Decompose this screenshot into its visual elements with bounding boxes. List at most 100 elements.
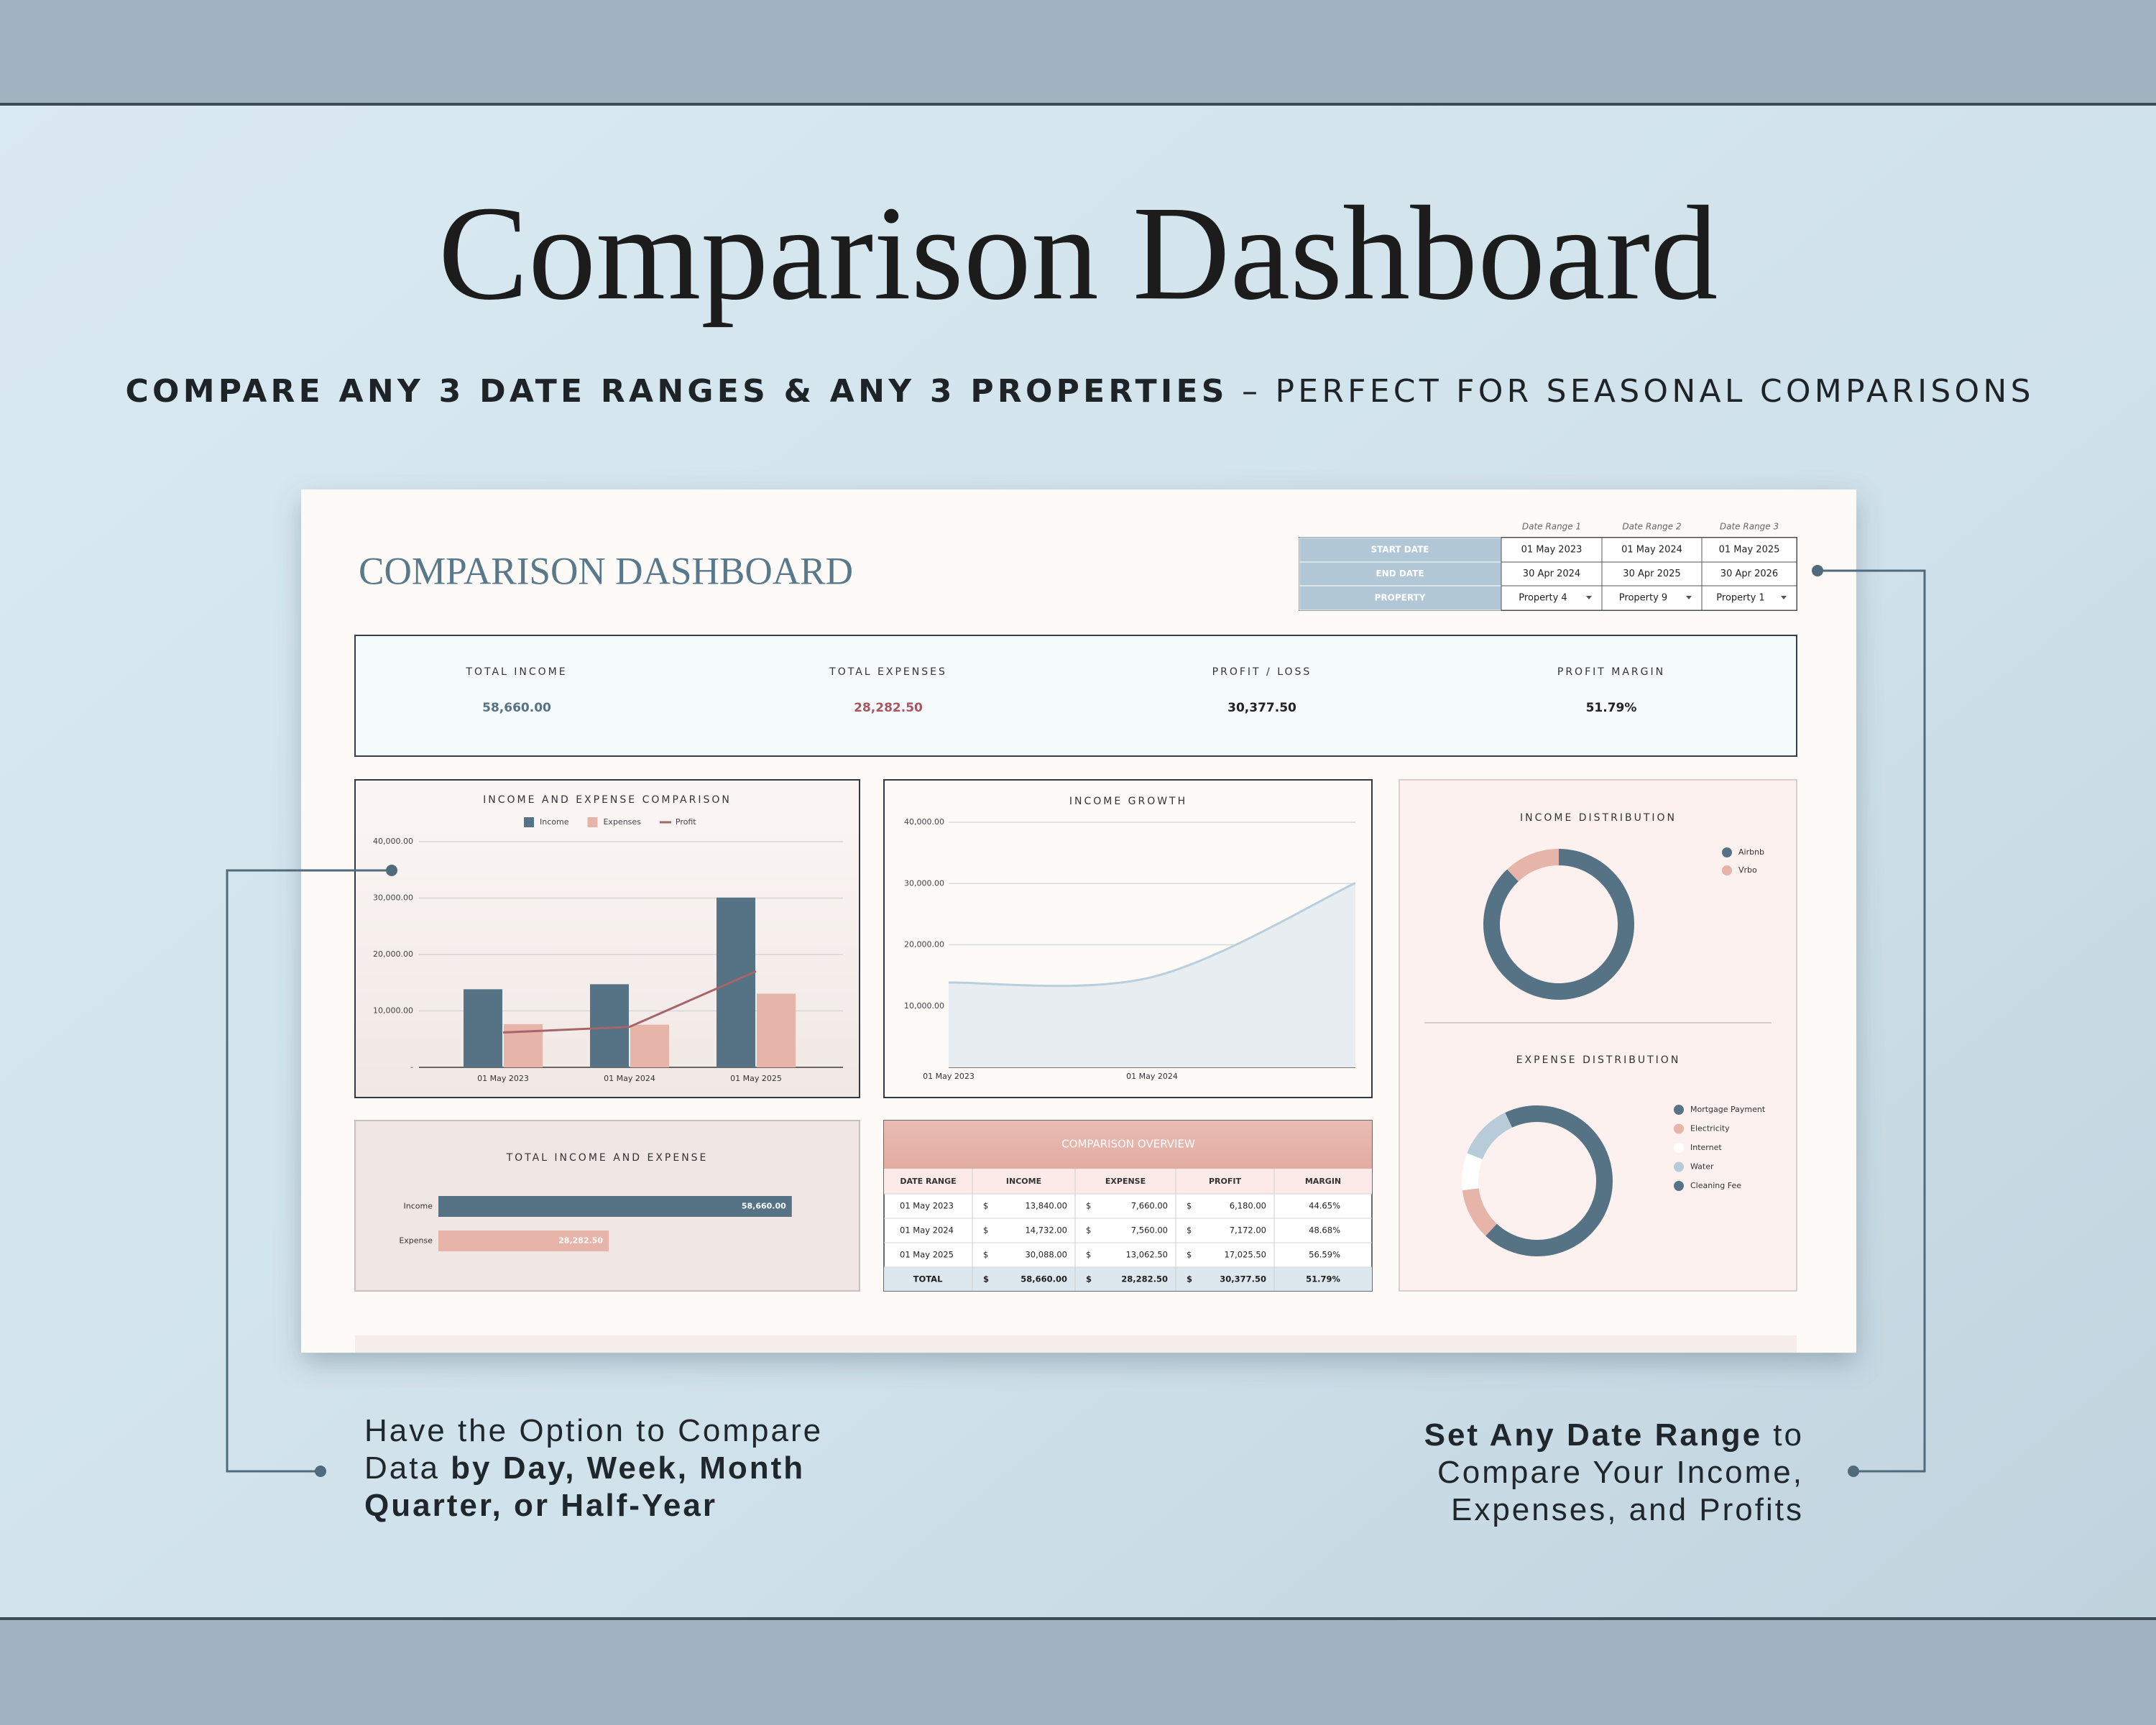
column-header: DATE RANGE [900, 1177, 956, 1186]
currency-symbol: $ [1187, 1201, 1192, 1211]
dropdown-arrow[interactable] [1686, 596, 1692, 599]
subtitle-part: – PERFECT FOR SEASONAL COMPARISONS [1228, 373, 2031, 410]
callout-connector [226, 869, 392, 1473]
x-tick-label: 01 May 2023 [477, 1074, 529, 1083]
date-label-cell [1299, 537, 1502, 563]
kpi-box [354, 635, 1797, 757]
callout-segment: to [1762, 1417, 1804, 1453]
category-label: Income [404, 1202, 433, 1211]
callout-segment: Set Any Date Range [1424, 1417, 1762, 1453]
cell-text: 01 May 2025 [900, 1250, 954, 1260]
cell-number: 6,180.00 [1230, 1201, 1266, 1211]
bar [590, 984, 629, 1067]
cell-number: 17,025.50 [1224, 1250, 1266, 1260]
y-tick-label: 30,000.00 [373, 893, 413, 903]
chart-title: INCOME DISTRIBUTION [1520, 812, 1677, 824]
subtitle: COMPARE ANY 3 DATE RANGES & ANY 3 PROPER… [125, 373, 2030, 410]
x-tick-label: 01 May 2023 [923, 1072, 975, 1081]
donut-slice [1467, 1112, 1513, 1159]
kpi-value: 30,377.50 [1227, 701, 1296, 715]
y-tick-label: 20,000.00 [904, 940, 944, 949]
currency-symbol: $ [983, 1201, 988, 1211]
property-dropdown[interactable] [1501, 585, 1603, 611]
kpi-value: 28,282.50 [854, 701, 923, 715]
dashboard-footer-strip [355, 1335, 1797, 1353]
overview-total-bg [884, 1267, 1372, 1291]
date-range-header: Date Range 2 [1622, 522, 1681, 532]
dashboard-title: COMPARISON DASHBOARD [359, 549, 853, 592]
kpi-label: TOTAL INCOME [465, 666, 567, 678]
currency-symbol: $ [1086, 1225, 1091, 1236]
cell-number: 28,282.50 [1121, 1274, 1168, 1284]
donut-slice [1507, 849, 1559, 882]
dropdown-arrow[interactable] [1586, 596, 1592, 599]
column-header: INCOME [1006, 1177, 1041, 1186]
property-value[interactable]: Property 9 [1619, 593, 1667, 604]
date-value: 30 Apr 2025 [1623, 569, 1680, 579]
date-range-header: Date Range 3 [1720, 522, 1779, 532]
x-tick-label: 01 May 2024 [604, 1074, 655, 1083]
property-value[interactable]: Property 4 [1519, 593, 1567, 604]
callout-segment: Have the Option to Compare [364, 1413, 823, 1448]
callout-segment: Expenses, and Profits [1451, 1492, 1804, 1527]
donut-slice [1505, 1105, 1537, 1128]
y-tick-label: - [410, 1062, 413, 1072]
currency-symbol: $ [1086, 1274, 1092, 1284]
property-value[interactable]: Property 1 [1716, 593, 1764, 604]
callout-dot [1848, 1466, 1859, 1477]
legend-label: Water [1690, 1162, 1714, 1172]
legend-swatch [587, 817, 598, 827]
cell-number: 56.59% [1309, 1250, 1340, 1260]
currency-symbol: $ [983, 1250, 988, 1260]
callout-dot [1812, 565, 1823, 576]
column-header: EXPENSE [1105, 1177, 1146, 1186]
currency-symbol: $ [1187, 1274, 1192, 1284]
chart-title: EXPENSE DISTRIBUTION [1516, 1054, 1681, 1066]
callout-dot [315, 1466, 326, 1477]
category-label: Expense [399, 1236, 433, 1246]
date-label: START DATE [1371, 545, 1429, 555]
legend-dot [1674, 1143, 1684, 1153]
overview-header [884, 1121, 1372, 1169]
legend-dot [1674, 1162, 1684, 1172]
bar [438, 1196, 792, 1217]
cell-text: TOTAL [913, 1274, 943, 1284]
date-value: 30 Apr 2026 [1720, 569, 1778, 579]
property-dropdown[interactable] [1701, 585, 1797, 611]
currency-symbol: $ [1086, 1201, 1091, 1211]
callout-segment: Quarter, or Half-Year [364, 1488, 717, 1523]
legend-label: Internet [1690, 1143, 1722, 1152]
bar [630, 1024, 669, 1067]
cell-number: 13,840.00 [1025, 1201, 1067, 1211]
cell-number: 7,172.00 [1230, 1225, 1266, 1236]
legend-label: Airbnb [1738, 847, 1764, 857]
subtitle-part: COMPARE ANY 3 DATE RANGES & ANY 3 PROPER… [125, 373, 1224, 410]
callout-text: Expenses, and Profits [1451, 1492, 1804, 1527]
date-value: 01 May 2024 [1621, 545, 1682, 556]
y-tick-label: 30,000.00 [904, 878, 944, 888]
currency-symbol: $ [983, 1225, 988, 1236]
value-label: 58,660.00 [742, 1202, 786, 1211]
callout-connector [1818, 569, 1926, 1473]
x-tick-label: 01 May 2025 [730, 1074, 782, 1083]
overview-column-header [884, 1169, 1372, 1194]
date-cell [1601, 537, 1703, 563]
page-title: Comparison Dashboard [438, 178, 1718, 328]
bottom-rule [0, 1617, 2156, 1620]
date-label-cell [1299, 585, 1502, 611]
dropdown-arrow[interactable] [1781, 596, 1787, 599]
legend-label: Electricity [1690, 1124, 1730, 1133]
bar [757, 993, 796, 1067]
legend-label: Income [540, 817, 569, 827]
cell-number: 30,377.50 [1220, 1274, 1266, 1284]
cell-number: 7,560.00 [1131, 1225, 1168, 1236]
chart-title: TOTAL INCOME AND EXPENSE [506, 1152, 709, 1164]
x-tick-label: 01 May 2024 [1126, 1072, 1178, 1081]
top-rule [0, 103, 2156, 106]
legend-dot [1722, 865, 1732, 875]
kpi-label: PROFIT / LOSS [1212, 666, 1312, 678]
bar [464, 989, 502, 1067]
currency-symbol: $ [1187, 1250, 1192, 1260]
legend-label: Profit [676, 817, 696, 827]
